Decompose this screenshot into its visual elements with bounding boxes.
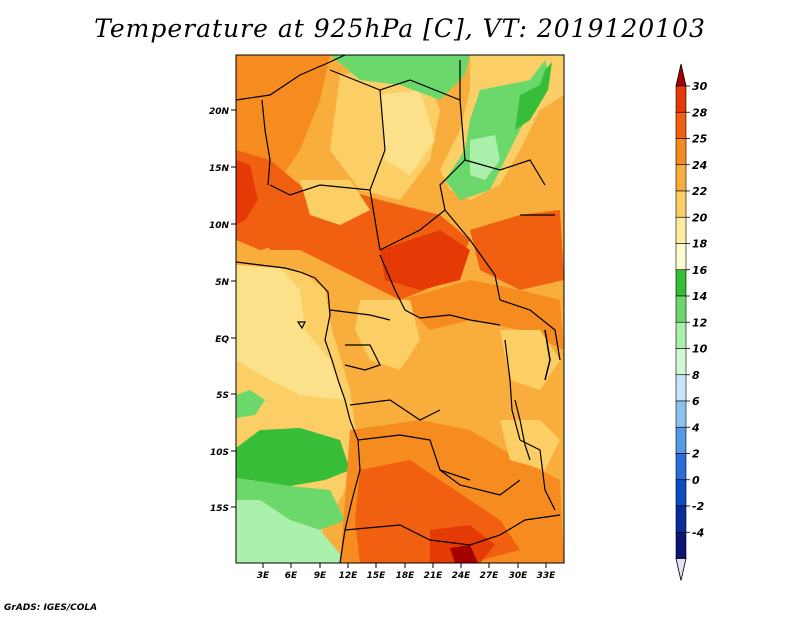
colorbar-segment (675, 348, 687, 376)
country-borders (236, 55, 561, 563)
lon-label: 3E (257, 571, 270, 581)
colorbar-segment (675, 531, 687, 559)
colorbar-label: 24 (692, 159, 707, 172)
lon-label: 9E (314, 571, 327, 581)
colorbar-segment (675, 190, 687, 218)
colorbar-top-arrow (675, 63, 687, 87)
lat-label: 5S (216, 391, 229, 401)
colorbar-label: 18 (692, 238, 708, 251)
colorbar-label: 20 (692, 211, 708, 224)
colorbar-label: 4 (691, 421, 700, 434)
map-frame (235, 54, 565, 564)
colorbar-label: 8 (692, 369, 700, 382)
colorbar-segment (675, 400, 687, 428)
lon-label: 21E (424, 571, 444, 581)
lat-label: 10S (210, 448, 229, 458)
colorbar-label: 28 (692, 106, 708, 119)
colorbar-segment (675, 164, 687, 192)
colorbar-label: 2 (692, 448, 700, 461)
lon-label: 12E (339, 571, 359, 581)
colorbar-segment (675, 295, 687, 323)
temperature-field (236, 55, 564, 563)
lat-label: 5N (215, 278, 229, 288)
lon-label: 15E (367, 571, 387, 581)
colorbar-segment (675, 453, 687, 481)
lat-label: 15N (209, 164, 230, 174)
lat-label: 20N (209, 107, 230, 117)
colorbar-label: 16 (692, 264, 708, 277)
colorbar-segment (675, 321, 687, 349)
colorbar-segment (675, 138, 687, 166)
colorbar-label: 22 (692, 185, 708, 198)
colorbar-label: 12 (692, 316, 708, 329)
colorbar-label: 25 (692, 133, 708, 146)
lon-label: 33E (537, 571, 557, 581)
colorbar-segment (675, 111, 687, 139)
colorbar-label: 6 (692, 395, 700, 408)
colorbar-segment (675, 243, 687, 271)
chart-title: Temperature at 925hPa [C], VT: 201912010… (94, 14, 706, 43)
lon-label: 6E (285, 571, 298, 581)
colorbar-label: 0 (692, 474, 700, 487)
lat-label: 10N (209, 221, 230, 231)
colorbar-segment (675, 426, 687, 454)
lat-label: 15S (210, 504, 229, 514)
colorbar-segment (675, 216, 687, 244)
longitude-axis: 3E 6E 9E 12E 15E 18E 21E 24E 27E 30E 33E (257, 563, 556, 581)
lon-label: 27E (480, 571, 500, 581)
colorbar-label: -4 (692, 526, 704, 539)
latitude-axis: 20N 15N 10N 5N EQ 5S 10S 15S (209, 107, 236, 514)
lon-label: 24E (452, 571, 472, 581)
lat-label: EQ (215, 335, 229, 345)
colorbar-segment (675, 479, 687, 507)
colorbar-segment (675, 374, 687, 402)
colorbar-label: 14 (692, 290, 707, 303)
lon-label: 18E (396, 571, 416, 581)
colorbar-segment (675, 85, 687, 113)
colorbar-segment (675, 269, 687, 297)
colorbar-bottom-arrow (675, 558, 687, 581)
colorbar-label: -2 (692, 500, 705, 513)
colorbar-segment (675, 505, 687, 533)
footer-credit: GrADS: IGES/COLA (4, 603, 98, 613)
colorbar-label: 10 (692, 343, 708, 356)
lon-label: 30E (509, 571, 529, 581)
colorbar-label: 30 (692, 80, 708, 93)
